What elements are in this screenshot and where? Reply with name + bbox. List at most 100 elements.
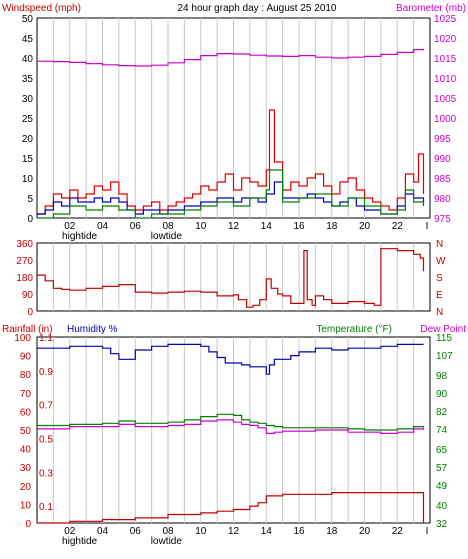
wind-y-tick: 35 xyxy=(22,74,34,85)
hour-tick-label: 20 xyxy=(359,526,371,537)
wind-y-tick: 45 xyxy=(22,34,34,45)
lowtide-label: lowtide xyxy=(151,536,183,547)
compass-label: N xyxy=(436,239,443,250)
hour-tick-label: 08 xyxy=(162,221,174,232)
temperature-y-tick: 82 xyxy=(436,407,448,418)
wind-speed-line xyxy=(37,169,425,219)
temperature-line xyxy=(37,413,425,431)
humidity-y-tick: 90 xyxy=(20,352,32,363)
hour-tick-label: 18 xyxy=(326,221,338,232)
humidity-y-tick: 70 xyxy=(20,389,32,400)
hour-tick-label: 04 xyxy=(97,221,109,232)
direction-y-tick: 270 xyxy=(16,256,33,267)
wind-y-tick: 0 xyxy=(27,214,33,225)
hour-tick-label: I xyxy=(426,221,429,232)
hour-tick-label: 22 xyxy=(392,526,404,537)
direction-y-tick: 90 xyxy=(22,290,34,301)
hour-tick-label: 10 xyxy=(195,526,207,537)
hour-tick-label: 12 xyxy=(228,221,240,232)
rainfall-line xyxy=(37,492,425,524)
barometer-y-tick: 1020 xyxy=(434,34,457,45)
hour-tick-label: 16 xyxy=(293,221,305,232)
temperature-y-tick: 98 xyxy=(436,371,448,382)
temperature-y-tick: 74 xyxy=(436,425,448,436)
hour-tick-label: 12 xyxy=(228,526,240,537)
barometer-axis-label: Barometer (mb) xyxy=(396,3,466,14)
rain-y-tick: 0.3 xyxy=(39,468,53,479)
rain-y-tick: 0.5 xyxy=(39,434,53,445)
barometer-y-tick: 1025 xyxy=(434,14,457,25)
barometer-y-tick: 980 xyxy=(434,194,451,205)
barometer-y-tick: 985 xyxy=(434,174,451,185)
compass-label: S xyxy=(436,273,443,284)
rain-y-tick: 1.1 xyxy=(39,333,53,344)
hour-tick-label: 20 xyxy=(359,221,371,232)
wind-y-tick: 5 xyxy=(27,194,33,205)
rain-y-tick: 0.1 xyxy=(39,502,53,513)
hour-tick-label: 06 xyxy=(130,221,142,232)
wind-y-tick: 20 xyxy=(22,134,34,145)
hour-tick-label: 04 xyxy=(97,526,109,537)
humidity-axis-label: Humidity % xyxy=(67,324,118,335)
hour-tick-label: 06 xyxy=(130,526,142,537)
rain-y-tick: 0.7 xyxy=(39,401,53,412)
temperature-y-tick: 65 xyxy=(436,445,448,456)
humidity-y-tick: 20 xyxy=(20,482,32,493)
hour-tick-label: 02 xyxy=(64,221,76,232)
windspeed-axis-label: Windspeed (mph) xyxy=(2,3,81,14)
rain-y-tick: 0.9 xyxy=(39,367,53,378)
wind-y-tick: 40 xyxy=(22,54,34,65)
dew-point-line xyxy=(37,419,425,434)
hour-tick-label: 14 xyxy=(261,526,273,537)
barometer-y-tick: 975 xyxy=(434,214,451,225)
hour-tick-label: I xyxy=(426,526,429,537)
humidity-y-tick: 50 xyxy=(20,426,32,437)
barometer-y-tick: 990 xyxy=(434,154,451,165)
rainfall-axis-label: Rainfall (in) xyxy=(2,324,53,335)
temperature-y-tick: 107 xyxy=(436,351,453,362)
compass-label: N xyxy=(436,307,443,318)
hour-tick-label: 14 xyxy=(261,221,273,232)
wind-y-tick: 25 xyxy=(22,114,34,125)
temperature-axis-label: Temperature (°F) xyxy=(316,324,392,335)
temperature-y-tick: 57 xyxy=(436,463,448,474)
temperature-y-tick: 90 xyxy=(436,389,448,400)
direction-y-tick: 180 xyxy=(16,273,33,284)
wind-direction-line xyxy=(37,248,425,308)
wind-gust-line xyxy=(37,109,425,215)
wind-y-tick: 15 xyxy=(22,154,34,165)
temperature-y-tick: 40 xyxy=(436,501,448,512)
humidity-y-tick: 10 xyxy=(20,500,32,511)
barometer-y-tick: 1015 xyxy=(434,54,457,65)
lowtide-label: lowtide xyxy=(151,231,183,242)
temperature-y-tick: 115 xyxy=(436,333,452,344)
wind-y-tick: 10 xyxy=(22,174,34,185)
barometer-y-tick: 1000 xyxy=(434,114,457,125)
hour-tick-label: 16 xyxy=(293,526,305,537)
wind-y-tick: 30 xyxy=(22,94,34,105)
barometer-y-tick: 1010 xyxy=(434,74,457,85)
humidity-y-tick: 30 xyxy=(20,463,32,474)
temperature-y-tick: 32 xyxy=(436,519,448,530)
compass-label: E xyxy=(436,290,443,301)
hightide-label: hightide xyxy=(62,536,97,547)
compass-label: W xyxy=(436,256,446,267)
temperature-y-tick: 49 xyxy=(436,481,448,492)
hour-tick-label: 08 xyxy=(162,526,174,537)
wind-average-line xyxy=(37,181,425,215)
humidity-line xyxy=(37,343,424,375)
barometer-y-tick: 1005 xyxy=(434,94,457,105)
wind-y-tick: 50 xyxy=(22,14,34,25)
chart-title: 24 hour graph day : August 25 2010 xyxy=(177,3,336,14)
barometer-y-tick: 995 xyxy=(434,134,451,145)
humidity-y-tick: 80 xyxy=(20,370,32,381)
direction-y-tick: 360 xyxy=(16,239,33,250)
barometer-line xyxy=(37,48,425,67)
humidity-y-tick: 40 xyxy=(20,445,32,456)
hour-tick-label: 02 xyxy=(64,526,76,537)
hour-tick-label: 22 xyxy=(392,221,404,232)
hightide-label: hightide xyxy=(62,231,97,242)
dewpoint-axis-label: Dew Point xyxy=(420,324,466,335)
